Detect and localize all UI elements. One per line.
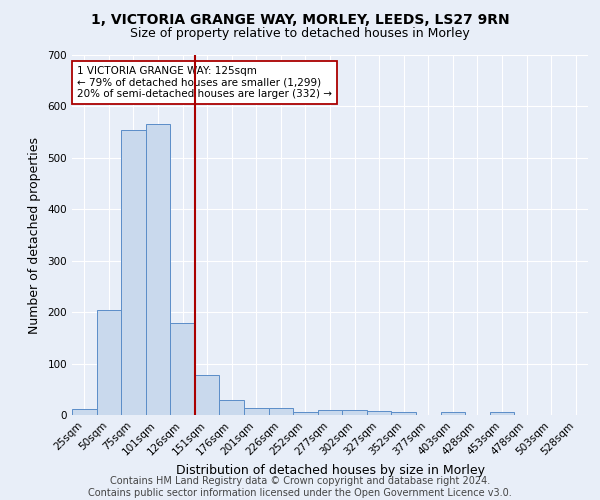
Text: Contains HM Land Registry data © Crown copyright and database right 2024.
Contai: Contains HM Land Registry data © Crown c… [88, 476, 512, 498]
Bar [440, 412, 465, 415]
Bar [490, 412, 514, 415]
Bar [318, 410, 342, 415]
Bar [342, 410, 367, 415]
Text: Size of property relative to detached houses in Morley: Size of property relative to detached ho… [130, 28, 470, 40]
Text: 1 VICTORIA GRANGE WAY: 125sqm
← 79% of detached houses are smaller (1,299)
20% o: 1 VICTORIA GRANGE WAY: 125sqm ← 79% of d… [77, 66, 332, 99]
Bar [170, 324, 195, 415]
Bar [146, 124, 170, 415]
Bar [121, 130, 146, 415]
Y-axis label: Number of detached properties: Number of detached properties [28, 136, 41, 334]
Bar [391, 412, 416, 415]
X-axis label: Distribution of detached houses by size in Morley: Distribution of detached houses by size … [176, 464, 485, 476]
Bar [244, 408, 269, 415]
Bar [195, 375, 220, 415]
Bar [269, 408, 293, 415]
Bar [97, 310, 121, 415]
Bar [293, 412, 318, 415]
Text: 1, VICTORIA GRANGE WAY, MORLEY, LEEDS, LS27 9RN: 1, VICTORIA GRANGE WAY, MORLEY, LEEDS, L… [91, 12, 509, 26]
Bar [72, 409, 97, 415]
Bar [220, 400, 244, 415]
Bar [367, 411, 391, 415]
